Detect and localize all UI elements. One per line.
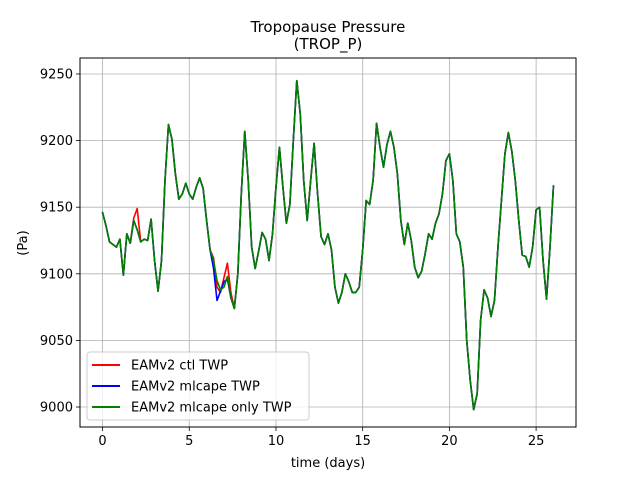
y-tick-label: 9250 xyxy=(40,67,73,82)
y-tick-label: 9050 xyxy=(40,334,73,349)
chart-subtitle: (TROP_P) xyxy=(294,35,363,54)
x-tick-label: 20 xyxy=(441,434,458,449)
x-tick-label: 15 xyxy=(354,434,371,449)
y-tick-label: 9200 xyxy=(40,134,73,149)
y-axis-label: (Pa) xyxy=(16,230,31,255)
chart-title: Tropopause Pressure xyxy=(250,18,406,36)
legend-box xyxy=(86,351,310,421)
series-lines xyxy=(101,79,555,411)
legend-label-1: EAMv2 ctl TWP xyxy=(131,359,228,374)
legend-label-2: EAMv2 mlcape TWP xyxy=(131,380,260,395)
x-tick-label: 25 xyxy=(528,434,545,449)
x-tick-label: 10 xyxy=(268,434,285,449)
x-axis-label: time (days) xyxy=(291,456,365,471)
axis-ticks: 0 5 10 15 20 25 9000 9050 9100 9150 9200 9250 xyxy=(40,67,544,449)
legend: EAMv2 ctl TWP EAMv2 mlcape TWP EAMv2 mlcap… xyxy=(86,351,310,421)
x-tick-label: 0 xyxy=(98,434,106,449)
y-tick-label: 9000 xyxy=(40,401,73,416)
y-tick-label: 9100 xyxy=(40,267,73,282)
series-line-3 xyxy=(101,79,555,411)
x-tick-label: 5 xyxy=(185,434,193,449)
plot-area xyxy=(79,57,577,428)
legend-label-3: EAMv2 mlcape only TWP xyxy=(131,401,292,416)
y-tick-label: 9150 xyxy=(40,201,73,216)
